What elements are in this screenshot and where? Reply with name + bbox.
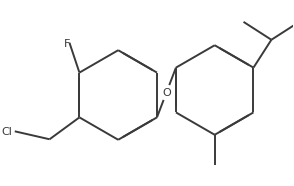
Text: F: F xyxy=(64,39,71,49)
Text: O: O xyxy=(162,87,171,97)
Text: Cl: Cl xyxy=(1,127,12,137)
